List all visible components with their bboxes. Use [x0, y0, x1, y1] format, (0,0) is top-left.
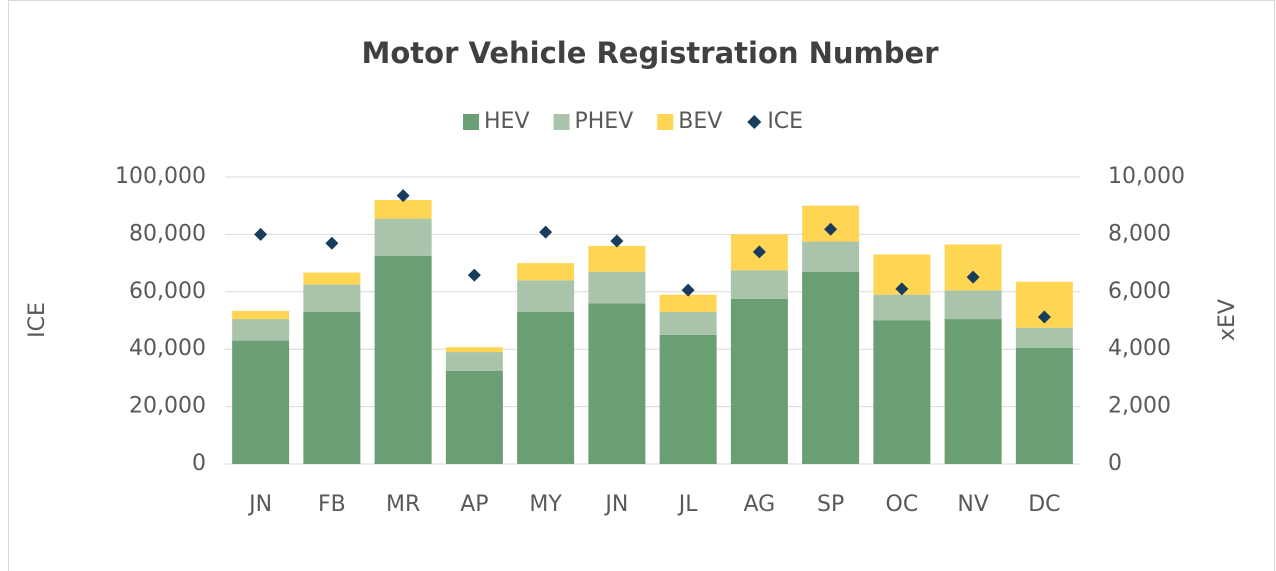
bar: [873, 294, 931, 321]
bar: [303, 284, 361, 312]
y2-tick-label: 6,000: [1108, 279, 1171, 304]
legend-label: ICE: [767, 109, 803, 134]
y2-axis-label: xEV: [1215, 299, 1240, 341]
bar: [374, 218, 432, 256]
chart-title: Motor Vehicle Registration Number: [362, 36, 940, 70]
x-tick-label: OC: [886, 492, 919, 517]
bar: [802, 271, 860, 464]
legend-swatch: [553, 114, 570, 130]
marker: [895, 282, 909, 296]
bar: [1015, 347, 1073, 464]
x-tick-label: AP: [460, 492, 488, 517]
bar: [374, 255, 432, 464]
legend-swatch: [747, 115, 762, 129]
bar: [944, 290, 1002, 320]
legend-label: PHEV: [575, 109, 634, 134]
bar: [517, 263, 575, 281]
y-tick-label: 0: [192, 451, 206, 476]
bar: [730, 270, 788, 299]
marker: [467, 268, 481, 282]
y2-tick-label: 2,000: [1108, 394, 1171, 419]
bar: [374, 199, 432, 219]
bar: [944, 319, 1002, 464]
bar: [232, 311, 290, 320]
y-tick-label: 100,000: [115, 164, 206, 189]
y2-tick-label: 10,000: [1108, 164, 1185, 189]
x-tick-label: FB: [318, 492, 346, 517]
bar: [303, 311, 361, 464]
marker: [1037, 310, 1051, 324]
bar: [303, 272, 361, 285]
x-tick-label: AG: [744, 492, 776, 517]
bar: [873, 320, 931, 464]
bar: [659, 334, 717, 464]
legend-swatch: [463, 114, 479, 130]
x-tick-label: JN: [603, 492, 628, 517]
bar: [588, 271, 646, 304]
bar: [517, 280, 575, 312]
legend-swatch: [657, 114, 674, 130]
x-tick-label: MR: [386, 492, 420, 517]
bar: [232, 319, 290, 341]
marker: [254, 227, 268, 241]
x-tick-label: SP: [817, 492, 844, 517]
bar: [730, 298, 788, 464]
y2-tick-label: 4,000: [1108, 336, 1171, 361]
y2-tick-label: 0: [1108, 451, 1122, 476]
bar: [802, 241, 860, 272]
y-tick-label: 40,000: [129, 336, 206, 361]
bar: [588, 303, 646, 464]
y-tick-label: 80,000: [129, 221, 206, 246]
legend-label: BEV: [678, 109, 722, 134]
x-tick-label: JL: [677, 492, 698, 517]
x-tick-label: DC: [1028, 492, 1060, 517]
y-tick-label: 20,000: [129, 394, 206, 419]
bar: [588, 245, 646, 272]
marker: [966, 270, 980, 284]
legend-label: HEV: [484, 109, 530, 134]
marker: [681, 283, 695, 297]
bar: [517, 311, 575, 464]
bar: [445, 352, 503, 371]
marker: [610, 234, 624, 248]
bar: [445, 370, 503, 464]
bar: [1015, 327, 1073, 348]
y-tick-label: 60,000: [129, 279, 206, 304]
bar: [232, 340, 290, 464]
marker: [325, 236, 339, 250]
bar: [445, 347, 503, 353]
bar: [659, 311, 717, 335]
marker: [752, 245, 766, 259]
y-axis-label: ICE: [25, 302, 50, 338]
bar: [659, 294, 717, 312]
marker: [824, 222, 838, 236]
x-tick-label: JN: [247, 492, 272, 517]
x-tick-label: NV: [957, 492, 989, 517]
marker: [539, 225, 553, 239]
marker: [396, 189, 410, 203]
y2-tick-label: 8,000: [1108, 221, 1171, 246]
x-tick-label: MY: [529, 492, 562, 517]
